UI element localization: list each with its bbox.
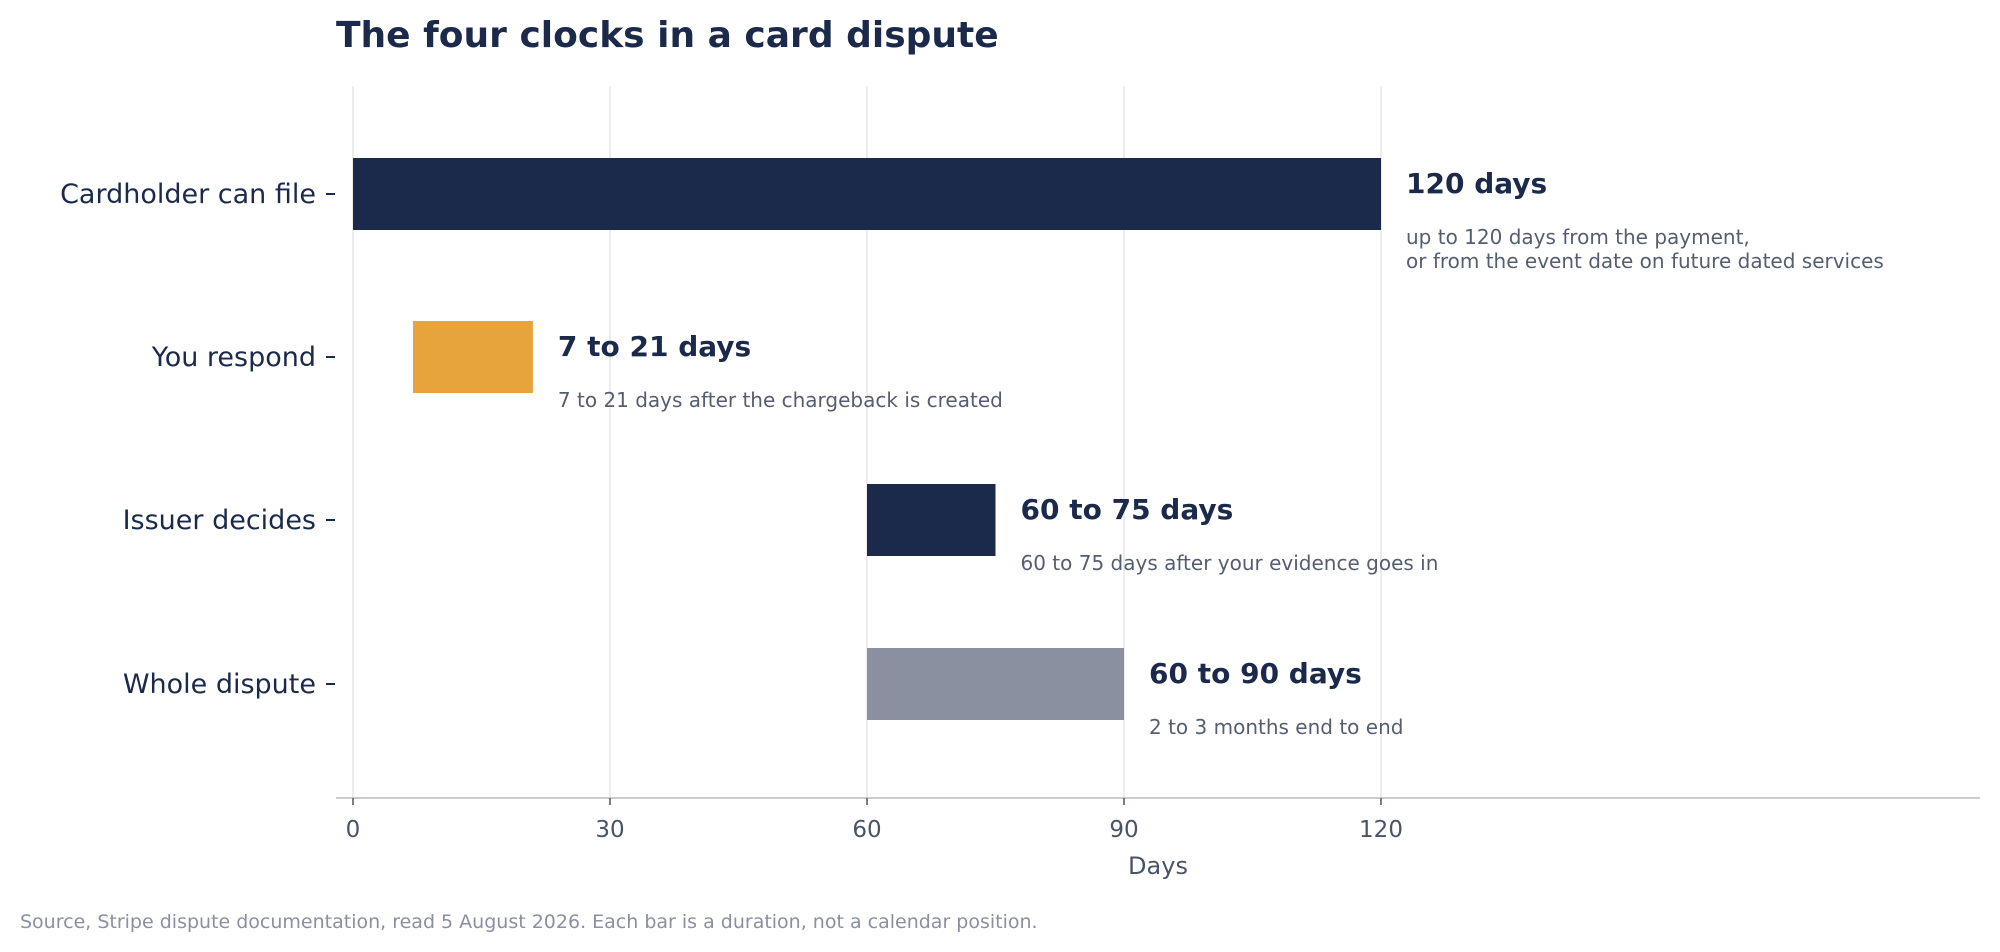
bar-value-label: 120 days — [1406, 167, 1547, 200]
bar-note: 7 to 21 days after the chargeback is cre… — [558, 388, 1003, 412]
duration-bar — [867, 648, 1124, 720]
bar-value-label: 60 to 75 days — [1021, 493, 1234, 526]
duration-bar — [867, 484, 996, 556]
x-tick-label: 30 — [595, 817, 624, 843]
source-note: Source, Stripe dispute documentation, re… — [20, 911, 1038, 933]
bar-note: or from the event date on future dated s… — [1406, 249, 1884, 273]
x-axis: 0 30 60 90 120 Cardholder can file You respond… — [60, 179, 1980, 843]
chart-title: The four clocks in a card dispute — [336, 15, 999, 56]
bars-group: 120 days up to 120 days from the payment,… — [353, 158, 1884, 739]
bar-note: 60 to 75 days after your evidence goes i… — [1021, 551, 1439, 575]
y-category-label: Issuer decides — [123, 505, 316, 536]
y-category-label: Whole dispute — [123, 669, 316, 700]
bar-value-label: 60 to 90 days — [1149, 657, 1362, 690]
y-category-label: Cardholder can file — [60, 179, 316, 210]
bar-note: up to 120 days from the payment, — [1406, 225, 1750, 249]
x-axis-label: Days — [1128, 852, 1188, 880]
x-tick-label: 0 — [346, 817, 361, 843]
duration-bar — [353, 158, 1381, 230]
duration-bar — [412, 321, 533, 393]
x-tick-label: 90 — [1109, 817, 1138, 843]
y-category-label: You respond — [151, 342, 316, 373]
bar-value-label: 7 to 21 days — [558, 330, 751, 363]
x-tick-label: 60 — [852, 817, 881, 843]
bar-note: 2 to 3 months end to end — [1149, 715, 1403, 739]
x-tick-label: 120 — [1359, 817, 1403, 843]
